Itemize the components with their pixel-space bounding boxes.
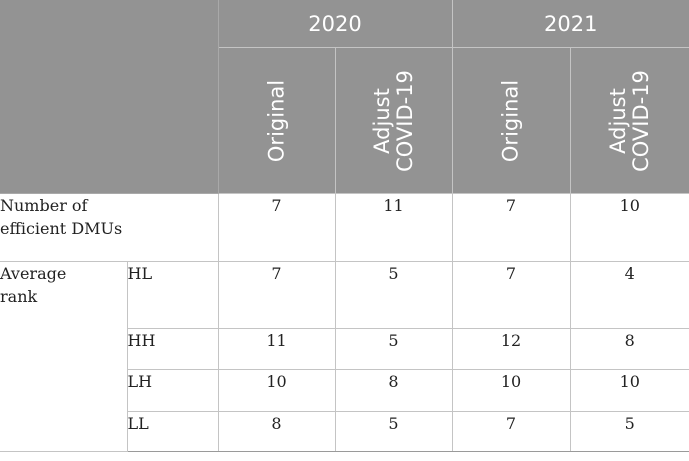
col-2020-original-label: Original xyxy=(264,79,288,162)
table-cell: 10 xyxy=(569,369,689,412)
table-cell: 7 xyxy=(217,193,336,262)
row-label-average-rank: Average rank xyxy=(0,261,128,452)
row-label-average-line2: rank xyxy=(0,287,38,306)
col-2020-adjust-label-1: Adjust xyxy=(369,87,394,154)
table-row-lh: LH 10 8 10 10 xyxy=(0,369,689,412)
table-cell: 10 xyxy=(451,369,571,412)
table-row-efficient: Number of efficient DMUs 7 11 7 10 xyxy=(0,193,689,262)
table-cell: 8 xyxy=(334,369,453,412)
sub-label-ll: LL xyxy=(127,411,219,452)
table-cell: 7 xyxy=(451,193,571,262)
table-cell: 7 xyxy=(217,261,336,329)
col-2020-adjust: Adjust COVID-19 xyxy=(334,47,453,194)
table-cell: 8 xyxy=(569,328,689,370)
row-label-average-line1: Average xyxy=(0,264,67,283)
table-cell: 5 xyxy=(569,411,689,452)
year-2020-header: 2020 xyxy=(217,0,453,48)
col-2020-original: Original xyxy=(218,47,336,194)
table-cell: 12 xyxy=(451,328,571,370)
table-cell: 10 xyxy=(217,369,336,412)
col-2021-adjust-label-2: COVID-19 xyxy=(628,69,653,172)
table-cell: 5 xyxy=(334,261,453,329)
table-cell: 8 xyxy=(217,411,336,452)
col-2021-adjust-label-1: Adjust xyxy=(605,87,630,154)
year-2021-header: 2021 xyxy=(451,0,689,48)
col-2021-original-label: Original xyxy=(498,79,523,162)
table-row-ll: LL 8 5 7 5 xyxy=(0,411,689,452)
row-label-efficient: Number of efficient DMUs xyxy=(0,193,219,262)
col-2021-adjust: Adjust COVID-19 xyxy=(569,47,689,194)
col-2021-original: Original xyxy=(451,47,571,194)
table-cell: 5 xyxy=(334,328,453,370)
table-cell: 5 xyxy=(334,411,453,452)
sub-label-lh: LH xyxy=(127,369,219,412)
row-label-efficient-line2: efficient DMUs xyxy=(0,219,123,238)
col-2020-adjust-label-2: COVID-19 xyxy=(392,69,417,172)
table-cell: 10 xyxy=(569,193,689,262)
table-cell: 4 xyxy=(569,261,689,329)
table-cell: 11 xyxy=(334,193,453,262)
table-cell: 11 xyxy=(217,328,336,370)
row-label-efficient-line1: Number of xyxy=(0,196,88,215)
header-corner xyxy=(0,0,219,194)
sub-label-hl: HL xyxy=(126,261,219,329)
table-cell: 7 xyxy=(451,261,571,329)
sub-label-hh: HH xyxy=(127,328,219,370)
table-row-hl: Average rank HL 7 5 7 4 xyxy=(0,261,689,452)
table-cell: 7 xyxy=(451,411,571,452)
